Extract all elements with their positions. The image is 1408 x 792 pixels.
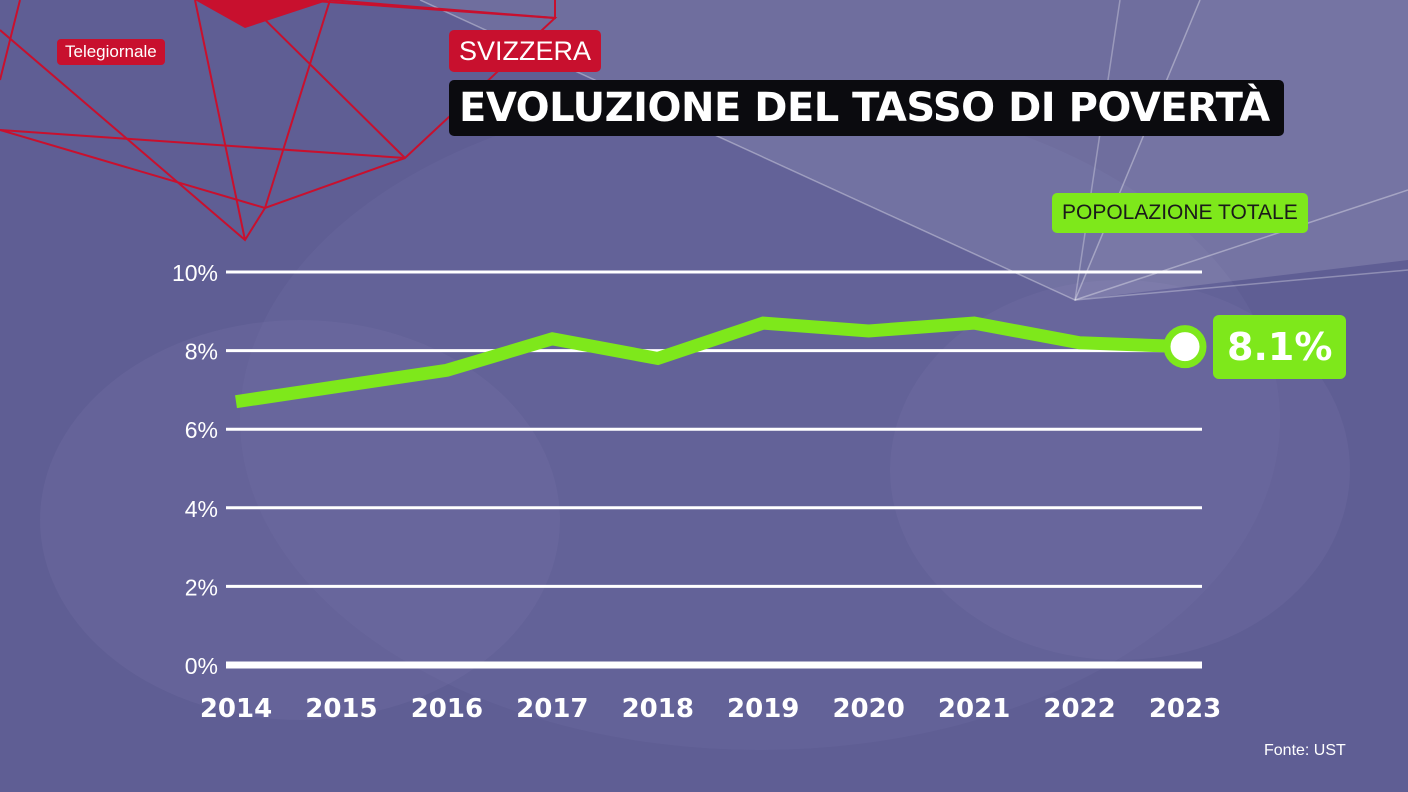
chart-title: EVOLUZIONE DEL TASSO DI POVERTÀ	[449, 80, 1284, 136]
x-tick-label: 2015	[305, 694, 377, 724]
series-label-badge: POPOLAZIONE TOTALE	[1052, 193, 1308, 233]
y-tick-label: 6%	[185, 417, 218, 443]
last-value-badge: 8.1%	[1213, 315, 1347, 379]
y-axis-ticks: 0% 2% 4% 6% 8% 10%	[172, 260, 218, 679]
source-note: Fonte: UST	[1264, 742, 1346, 759]
grid-lines	[226, 270, 1202, 669]
last-point-marker	[1163, 325, 1207, 369]
y-tick-label: 2%	[185, 574, 218, 600]
x-tick-label: 2021	[938, 694, 1010, 724]
brand-badge: Telegiornale	[57, 39, 165, 65]
y-tick-label: 10%	[172, 260, 218, 286]
series-line	[235, 316, 1186, 409]
x-tick-label: 2017	[516, 694, 588, 724]
series-group	[235, 316, 1207, 409]
x-tick-label: 2016	[411, 694, 483, 724]
x-tick-label: 2018	[622, 694, 694, 724]
y-tick-label: 0%	[185, 653, 218, 679]
x-axis-ticks: 2014 2015 2016 2017 2018 2019 2020 2021 2022 2023	[200, 694, 1221, 724]
x-tick-label: 2014	[200, 694, 272, 724]
x-tick-label: 2020	[832, 694, 904, 724]
x-tick-label: 2023	[1149, 694, 1221, 724]
y-tick-label: 8%	[185, 339, 218, 365]
country-badge: SVIZZERA	[449, 30, 602, 72]
y-tick-label: 4%	[185, 496, 218, 522]
x-tick-label: 2022	[1043, 694, 1115, 724]
x-tick-label: 2019	[727, 694, 799, 724]
